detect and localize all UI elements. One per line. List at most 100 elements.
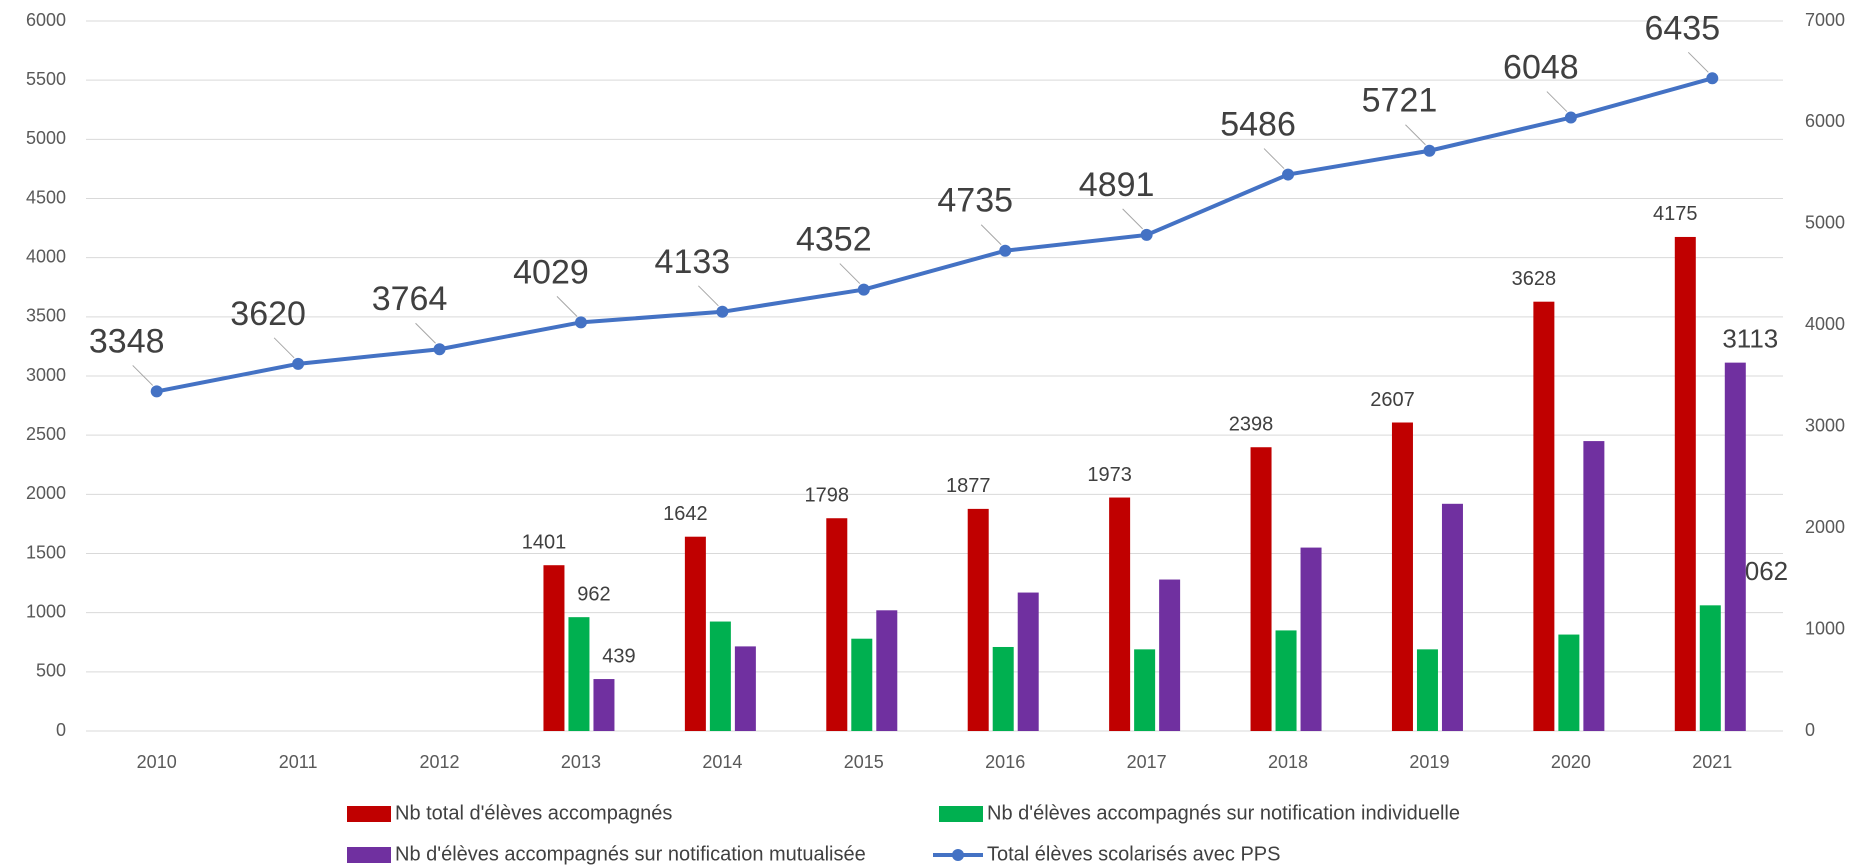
data-label: 3628: [1512, 268, 1557, 290]
y-tick-label: 1000: [26, 601, 66, 621]
y-tick-label: 500: [36, 661, 66, 681]
line-marker: [150, 385, 163, 398]
data-label: 2607: [1370, 389, 1415, 411]
data-label: 4175: [1653, 203, 1698, 225]
bar: [1583, 441, 1605, 731]
bar: [826, 518, 848, 731]
bar: [684, 536, 706, 731]
line-marker: [292, 357, 305, 370]
bar: [543, 565, 565, 731]
bar: [992, 646, 1014, 731]
leader-line: [132, 365, 154, 386]
bar: [1699, 605, 1721, 731]
leader-line: [1546, 91, 1568, 112]
bar: [1159, 579, 1181, 731]
legend-swatch: [347, 847, 391, 863]
x-tick-label: 2019: [1409, 752, 1449, 772]
bar: [1250, 447, 1272, 731]
y-tick-label: 0: [56, 720, 66, 740]
leader-line: [273, 337, 295, 359]
x-tick-label: 2015: [844, 752, 884, 772]
x-tick-label: 2012: [420, 752, 460, 772]
line-marker: [999, 244, 1012, 257]
leader-line: [556, 295, 578, 317]
bar: [1275, 630, 1297, 731]
legend-swatch: [939, 806, 983, 822]
bar: [593, 679, 615, 731]
bar: [709, 621, 731, 731]
x-tick-label: 2011: [279, 752, 318, 772]
y-tick-label: 3000: [26, 365, 66, 385]
leader-line: [980, 224, 1002, 246]
x-tick-label: 2017: [1127, 752, 1167, 772]
legend-swatch: [347, 806, 391, 822]
line-marker: [433, 343, 446, 356]
bar: [1441, 503, 1463, 731]
x-tick-label: 2020: [1551, 752, 1591, 772]
data-label: 1877: [946, 475, 991, 497]
y2-tick-label: 5000: [1805, 213, 1845, 233]
y2-tick-label: 0: [1805, 720, 1815, 740]
y-tick-label: 1500: [26, 542, 66, 562]
data-label: 1642: [663, 503, 708, 525]
line-marker: [1564, 111, 1577, 124]
y2-tick-label: 3000: [1805, 415, 1845, 435]
x-tick-label: 2010: [137, 752, 177, 772]
data-label: 1973: [1087, 464, 1132, 486]
y2-tick-label: 6000: [1805, 111, 1845, 131]
data-label: 1401: [522, 531, 567, 553]
leader-line: [698, 285, 719, 307]
data-label: 439: [602, 645, 635, 667]
bar: [1109, 497, 1131, 731]
line: [156, 76, 1713, 394]
bar: [1558, 634, 1580, 731]
y2-tick-label: 2000: [1805, 517, 1845, 537]
bar: [734, 646, 756, 731]
bar: [1134, 649, 1156, 731]
data-label: 4735: [937, 182, 1013, 220]
x-tick-label: 2021: [1692, 752, 1732, 772]
data-label: 4133: [655, 243, 731, 281]
leader-line: [415, 322, 436, 344]
x-tick-label: 2016: [985, 752, 1025, 772]
y2-tick-label: 4000: [1805, 314, 1845, 334]
line-marker: [716, 305, 729, 318]
leader-line: [1122, 208, 1143, 230]
y2-tick-label: 7000: [1805, 10, 1845, 30]
leader-line: [839, 263, 861, 284]
bar: [568, 617, 590, 731]
y-tick-label: 4000: [26, 246, 66, 266]
bar: [851, 638, 873, 731]
x-tick-label: 2014: [702, 752, 742, 772]
data-label: 6435: [1644, 9, 1720, 47]
legend-label: Nb d'élèves accompagnés sur notification…: [987, 802, 1460, 824]
line-marker: [574, 316, 587, 329]
y-tick-label: 2000: [26, 483, 66, 503]
line-marker: [1706, 72, 1719, 85]
leader-line: [1405, 124, 1426, 146]
y-tick-label: 6000: [26, 10, 66, 30]
y-tick-label: 5500: [26, 69, 66, 89]
line-marker: [857, 283, 870, 296]
data-label: 2398: [1229, 414, 1274, 436]
data-label: 3620: [230, 295, 306, 333]
y-tick-label: 2500: [26, 424, 66, 444]
bar: [1300, 547, 1322, 731]
legend-label: Nb d'élèves accompagnés sur notification…: [395, 843, 866, 865]
data-label: 4352: [796, 221, 872, 259]
line-marker: [1140, 228, 1153, 241]
x-tick-label: 2013: [561, 752, 601, 772]
bar: [1391, 422, 1413, 731]
bar: [1533, 301, 1555, 731]
data-label: 4029: [513, 253, 589, 291]
data-label: 5721: [1362, 82, 1438, 120]
data-label: 962: [577, 583, 610, 605]
bar: [1674, 236, 1696, 732]
leader-line: [1687, 51, 1709, 73]
bar: [967, 508, 989, 731]
legend-marker: [952, 849, 964, 861]
data-label: 3764: [372, 280, 448, 318]
line-marker: [1282, 168, 1295, 181]
y-tick-label: 5000: [26, 128, 66, 148]
